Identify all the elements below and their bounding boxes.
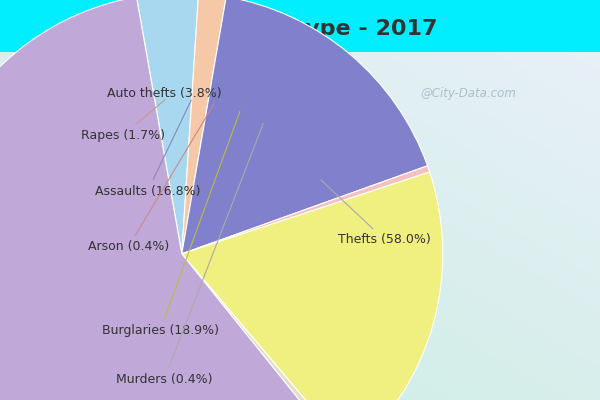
Text: Auto thefts (3.8%): Auto thefts (3.8%) — [107, 87, 222, 100]
Wedge shape — [182, 254, 350, 400]
Text: Thefts (58.0%): Thefts (58.0%) — [321, 180, 431, 246]
Text: Murders (0.4%): Murders (0.4%) — [116, 123, 263, 386]
Text: Burglaries (18.9%): Burglaries (18.9%) — [102, 112, 240, 337]
Text: @City-Data.com: @City-Data.com — [420, 87, 516, 100]
Text: Assaults (16.8%): Assaults (16.8%) — [95, 100, 200, 198]
Wedge shape — [136, 0, 199, 254]
Wedge shape — [182, 0, 427, 254]
Wedge shape — [182, 0, 226, 254]
Text: Rapes (1.7%): Rapes (1.7%) — [80, 100, 165, 142]
Text: Crimes by type - 2017: Crimes by type - 2017 — [162, 18, 438, 39]
Wedge shape — [0, 0, 346, 400]
Wedge shape — [182, 166, 430, 254]
Text: Arson (0.4%): Arson (0.4%) — [88, 103, 214, 253]
Wedge shape — [182, 172, 443, 400]
